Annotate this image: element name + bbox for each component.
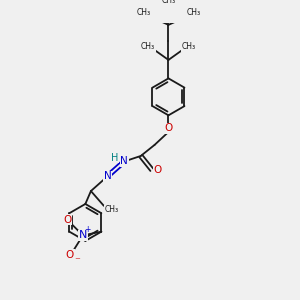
Text: O: O <box>63 215 71 225</box>
Text: O: O <box>164 123 172 133</box>
Text: N: N <box>79 230 87 240</box>
Text: H: H <box>111 153 118 163</box>
Text: CH₃: CH₃ <box>136 8 151 17</box>
Text: CH₃: CH₃ <box>186 8 200 17</box>
Text: ⁻: ⁻ <box>74 256 80 266</box>
Text: +: + <box>84 225 91 234</box>
Text: CH₃: CH₃ <box>182 43 196 52</box>
Text: CH₃: CH₃ <box>161 0 176 5</box>
Text: N: N <box>103 171 111 181</box>
Text: CH₃: CH₃ <box>141 43 155 52</box>
Text: O: O <box>153 165 161 175</box>
Text: O: O <box>66 250 74 260</box>
Text: N: N <box>120 157 128 166</box>
Text: CH₃: CH₃ <box>104 205 118 214</box>
